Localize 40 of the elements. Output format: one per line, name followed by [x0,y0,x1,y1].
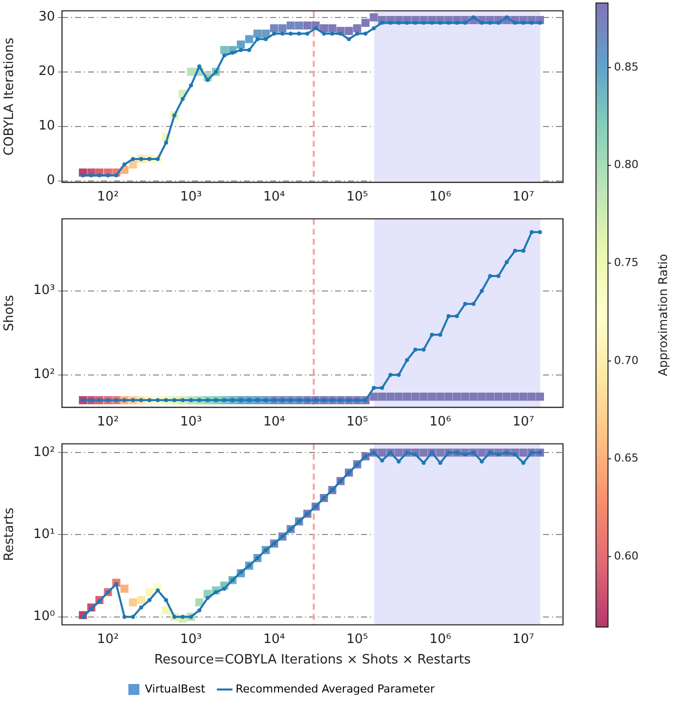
y-tick-label: 10 [38,118,55,134]
color-bar-label: 0.60 [614,549,638,562]
x-tick-label: 10⁷ [512,190,534,205]
y-tick-label: 30 [38,10,55,25]
x-tick-label: 10⁵ [346,632,368,647]
x-tick-label: 10⁶ [429,632,452,647]
y-tick-label: 10¹ [33,527,55,542]
x-tick-label: 10³ [180,190,202,205]
x-axis-title: Resource=COBYLA Iterations × Shots × Restarts [154,652,472,668]
y-tick-label: 10⁰ [33,609,55,624]
color-bar-label: 0.70 [614,354,638,367]
y-tick-label: 20 [38,64,55,80]
legend-label: VirtualBest [144,682,206,696]
x-tick-label: 10⁴ [263,632,285,647]
y-axis-title: Restarts [2,507,18,562]
x-tick-label: 10⁷ [512,632,534,647]
y-tick-label: 10² [33,444,55,460]
y-axis-title: Shots [2,294,18,332]
y-axis-title: COBYLA Iterations [2,37,18,156]
x-tick-label: 10⁶ [429,414,452,430]
x-tick-label: 10⁵ [346,414,368,430]
x-tick-label: 10² [97,632,119,647]
x-tick-label: 10⁶ [429,190,452,205]
color-bar-label: 0.85 [614,60,638,74]
x-tick-label: 10² [97,190,119,205]
y-tick-label: 10³ [33,283,55,298]
x-tick-label: 10⁷ [512,414,534,430]
y-tick-label: 10² [33,367,55,382]
x-tick-label: 10⁴ [263,414,285,430]
legend-label: Recommended Averaged Parameter [236,682,436,696]
color-bar-label: 0.65 [614,452,638,465]
y-tick-label: 0 [46,173,55,188]
color-bar-title: Approximation Ratio [656,254,670,376]
x-tick-label: 10⁴ [263,190,285,205]
x-tick-label: 10³ [180,414,202,430]
x-tick-label: 10² [97,414,119,430]
x-tick-label: 10³ [180,632,202,647]
color-bar-label: 0.75 [614,256,638,270]
color-bar-label: 0.80 [614,158,638,172]
x-tick-label: 10⁵ [346,190,368,205]
